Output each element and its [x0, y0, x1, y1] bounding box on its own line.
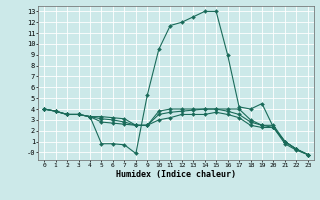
- X-axis label: Humidex (Indice chaleur): Humidex (Indice chaleur): [116, 170, 236, 179]
